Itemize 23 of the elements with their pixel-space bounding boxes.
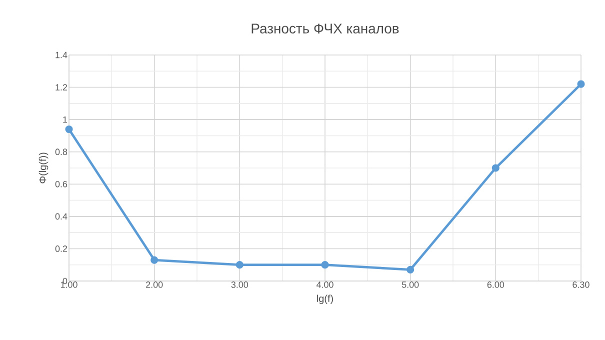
x-tick-label: 6.00 [487, 282, 504, 288]
y-tick-label: 1.2 [56, 84, 68, 90]
y-axis-title: Φ(lg(f)) [38, 152, 48, 184]
y-tick-label: 1 [63, 116, 68, 123]
point [236, 261, 244, 269]
x-axis-title: lg(f) [317, 294, 333, 304]
point [577, 80, 585, 88]
point [65, 125, 73, 134]
y-tick-label: 0.8 [55, 148, 68, 156]
point [406, 266, 414, 274]
x-tick-label: 3.00 [231, 282, 248, 288]
point [321, 261, 329, 269]
x-tick-label: 6.30 [572, 282, 590, 288]
y-tick-label: 1.4 [56, 52, 68, 58]
y-tick-label: 0.4 [55, 213, 68, 220]
y-tick-label: 0.6 [55, 180, 68, 188]
point [150, 256, 158, 264]
x-tick-label: 4.00 [316, 282, 334, 288]
point [492, 164, 500, 172]
y-tick-label: 0.2 [55, 246, 68, 252]
chart-title: Разность ФЧХ каналов [252, 24, 399, 34]
x-tick-label: 5.00 [402, 282, 419, 288]
x-tick-label: 2.00 [146, 282, 163, 288]
